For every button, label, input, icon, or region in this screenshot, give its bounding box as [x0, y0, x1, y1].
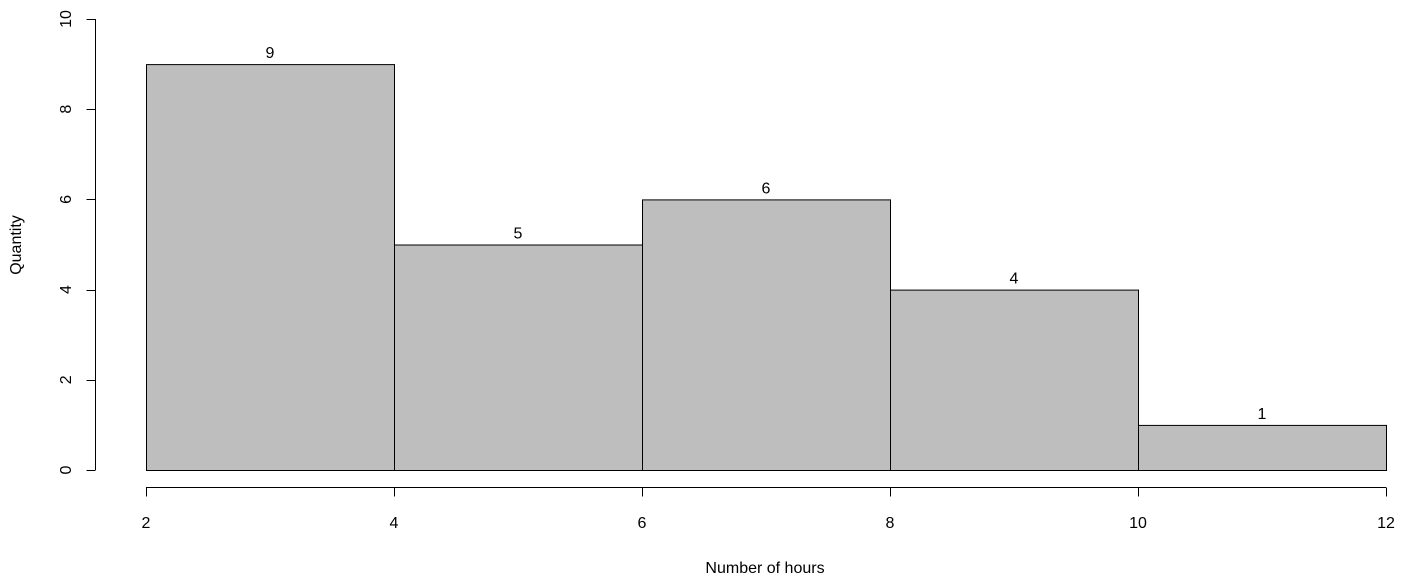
- bar-value-label: 1: [1258, 406, 1267, 423]
- y-tick-label: 6: [58, 195, 75, 204]
- x-tick-label: 8: [886, 515, 895, 532]
- histogram-bar: [1138, 424, 1387, 471]
- y-axis: 0 2 4 6 8 10: [58, 10, 96, 474]
- y-tick-label: 0: [58, 465, 75, 474]
- x-tick-label: 6: [638, 515, 647, 532]
- bar-value-label: 6: [762, 180, 771, 197]
- histogram-bar: [394, 244, 643, 471]
- bar-value-label: 4: [1010, 271, 1019, 288]
- x-tick-label: 4: [390, 515, 399, 532]
- histogram-bar: [146, 64, 395, 471]
- y-tick-label: 10: [58, 10, 75, 28]
- histogram-bar: [642, 199, 891, 471]
- x-tick-label: 2: [142, 515, 151, 532]
- histogram-bar: [890, 289, 1139, 471]
- bar-value-label: 9: [266, 45, 275, 62]
- bars-group: [146, 64, 1387, 471]
- x-tick-label: 10: [1129, 515, 1147, 532]
- y-tick-label: 2: [58, 375, 75, 384]
- y-tick-label: 8: [58, 105, 75, 114]
- x-tick-label: 12: [1377, 515, 1395, 532]
- bar-value-label: 5: [514, 226, 523, 243]
- y-axis-label: Quantity: [8, 215, 25, 275]
- bar-labels-group: 9 5 6 4 1: [266, 45, 1267, 423]
- x-axis: 2 4 6 8 10 12: [142, 487, 1395, 532]
- y-tick-label: 4: [58, 285, 75, 294]
- x-axis-label: Number of hours: [705, 560, 824, 577]
